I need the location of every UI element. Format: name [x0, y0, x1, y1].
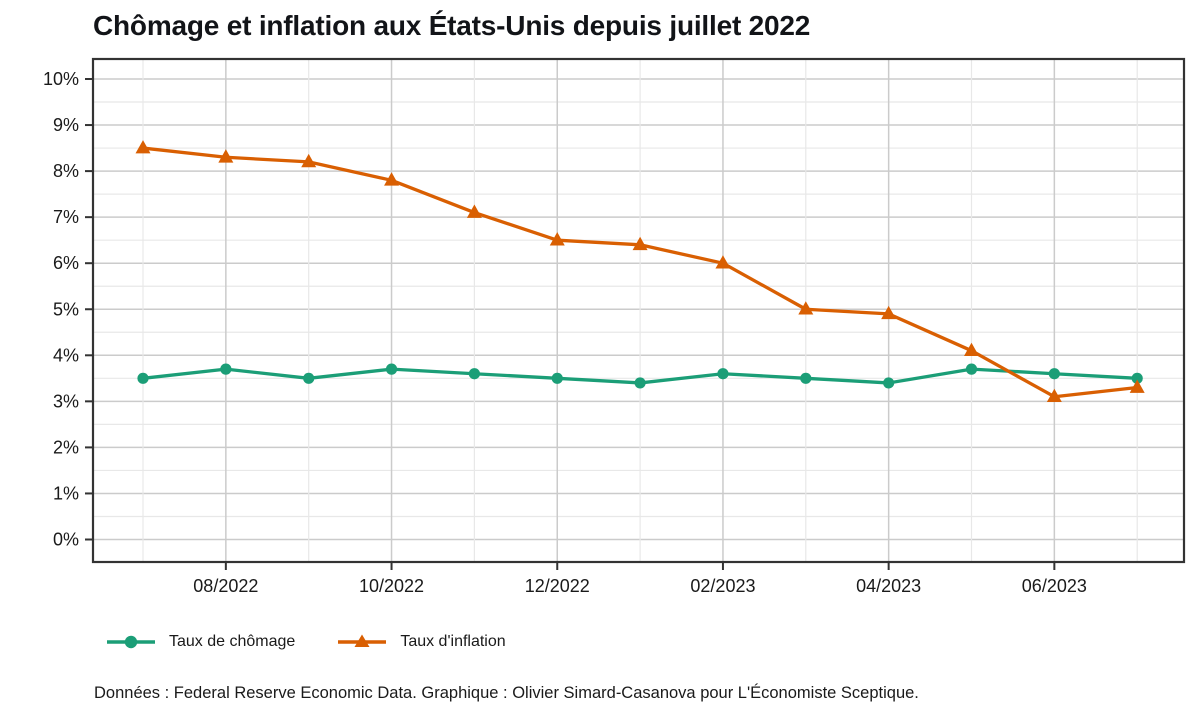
y-axis-tick-label: 4% [53, 345, 79, 365]
data-point-triangle [135, 140, 151, 154]
y-axis-tick-label: 3% [53, 391, 79, 411]
data-point-circle [1131, 372, 1143, 384]
y-axis-tick-label: 0% [53, 530, 79, 550]
data-point-circle [717, 368, 729, 380]
data-point-circle [800, 372, 812, 384]
y-axis-tick-label: 9% [53, 115, 79, 135]
y-axis-tick-label: 1% [53, 483, 79, 503]
y-axis-tick-label: 7% [53, 207, 79, 227]
chart-title: Chômage et inflation aux États-Unis depu… [93, 10, 811, 41]
data-point-circle [137, 372, 149, 384]
x-axis-tick-label: 04/2023 [856, 576, 921, 596]
data-point-triangle [301, 153, 317, 168]
data-point-triangle [218, 149, 234, 163]
legend-label-unemployment: Taux de chômage [169, 633, 296, 650]
data-point-circle [965, 363, 978, 375]
x-axis-tick-label: 06/2023 [1022, 576, 1087, 596]
x-axis-tick-label: 12/2022 [525, 576, 590, 596]
data-point-triangle [964, 342, 979, 356]
panel-border [91, 57, 1186, 564]
x-axis-tick-label: 02/2023 [690, 576, 755, 596]
y-axis-tick-label: 10% [43, 69, 79, 89]
legend-item-unemployment: Taux de chômage [106, 632, 295, 652]
y-axis-tick-label: 8% [53, 161, 79, 181]
y-axis-tick-label: 5% [53, 299, 79, 319]
data-point-circle [220, 363, 232, 375]
data-point-triangle [549, 232, 565, 246]
legend-item-inflation: Taux d'inflation [337, 632, 506, 652]
data-point-circle [385, 363, 398, 375]
data-point-circle [303, 372, 315, 384]
legend: Taux de chômage Taux d'inflation [106, 632, 506, 652]
data-point-triangle [881, 305, 897, 320]
data-point-circle [468, 368, 480, 380]
data-point-triangle [715, 255, 731, 269]
data-point-circle [634, 377, 646, 389]
data-point-circle [1048, 368, 1060, 380]
data-point-triangle [384, 172, 400, 186]
data-point-triangle [1129, 379, 1145, 393]
data-point-triangle [632, 236, 648, 251]
legend-label-inflation: Taux d'inflation [400, 633, 506, 650]
source-caption: Données : Federal Reserve Economic Data.… [94, 684, 919, 702]
unemployment-line-circle-icon [107, 635, 155, 649]
x-axis-tick-label: 10/2022 [359, 576, 424, 596]
data-point-triangle [798, 301, 814, 315]
data-point-triangle [466, 204, 482, 218]
x-axis-tick-label: 08/2022 [193, 576, 258, 596]
y-axis-tick-label: 6% [53, 253, 79, 273]
data-point-circle [551, 372, 563, 384]
data-point-triangle [1046, 388, 1062, 403]
y-axis-tick-label: 2% [53, 437, 79, 457]
data-point-circle [883, 377, 895, 389]
plot-area: 0% 1% 2% 3% 4% 5% 6% 7% 8% 9% 10% 08/2022 10/2022 12/… [43, 57, 1186, 596]
inflation-line-triangle-icon [338, 634, 387, 647]
